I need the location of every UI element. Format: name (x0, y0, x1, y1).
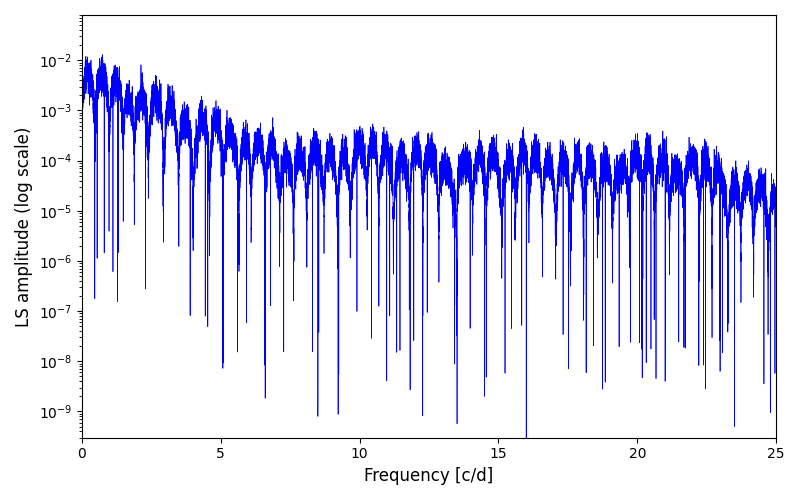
X-axis label: Frequency [c/d]: Frequency [c/d] (364, 467, 494, 485)
Y-axis label: LS amplitude (log scale): LS amplitude (log scale) (15, 126, 33, 326)
